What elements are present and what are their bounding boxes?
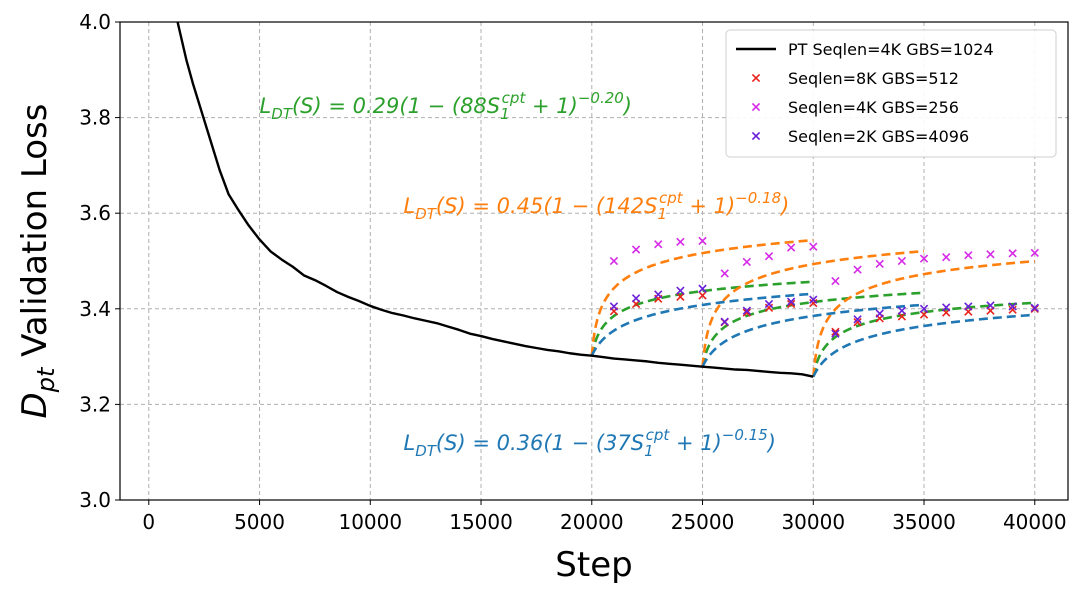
marker-red <box>1008 305 1017 314</box>
legend-swatch <box>751 131 761 141</box>
legend-box <box>725 29 1057 158</box>
y-tick-label: 3.4 <box>79 297 111 321</box>
fit-annotation-blue: LDT(S) = 0.36(1 − (37S1cpt + 1)−0.15) <box>404 426 776 460</box>
fit-curve-orange <box>811 259 1035 377</box>
marker-magenta <box>654 240 663 249</box>
marker-magenta <box>764 252 774 261</box>
x-tick-label: 0 <box>142 510 155 534</box>
y-tick-label: 3.2 <box>79 392 111 416</box>
marker-purple <box>676 286 685 295</box>
y-axis-ticks: 3.0 3.2 3.4 3.6 3.8 4.0 <box>79 10 120 512</box>
marker-purple <box>698 284 707 293</box>
marker-magenta <box>698 236 707 246</box>
marker-magenta <box>964 251 973 260</box>
marker-purple <box>742 306 751 315</box>
fit-curve-green <box>701 291 925 367</box>
marker-purple <box>831 329 840 338</box>
marker-red <box>809 298 818 308</box>
fit-annotations: LDT(S) = 0.29(1 − (88S1cpt + 1)−0.20) LDT… <box>260 89 790 460</box>
marker-purple <box>919 304 929 313</box>
legend-swatch <box>751 73 761 83</box>
x-tick-label: 40000 <box>1003 510 1067 534</box>
marker-purple <box>809 295 818 304</box>
legend: PT Seqlen=4K GBS=1024 Seqlen=8K GBS=512 Se… <box>725 29 1057 158</box>
fit-annotation-orange: LDT(S) = 0.45(1 − (142S1cpt + 1)−0.18) <box>404 189 790 223</box>
x-tick-label: 10000 <box>338 510 402 534</box>
marker-purple <box>609 302 619 311</box>
marker-magenta <box>742 257 751 267</box>
marker-purple <box>720 317 729 326</box>
x-axis-ticks: 0 5000 10000 15000 20000 25000 30000 35000 40000 <box>142 500 1067 534</box>
marker-red <box>698 291 707 300</box>
marker-red <box>831 327 840 336</box>
marker-purple <box>942 303 951 312</box>
marker-red <box>676 292 685 302</box>
pt-curve <box>176 22 814 378</box>
y-tick-label: 3.6 <box>79 201 111 225</box>
legend-label: Seqlen=2K GBS=4096 <box>788 127 969 146</box>
marker-purple <box>964 302 973 311</box>
marker-magenta <box>853 265 862 274</box>
x-tick-label: 35000 <box>892 510 956 534</box>
marker-magenta <box>786 243 796 252</box>
y-axis-label: Dpt Validation Loss <box>15 104 60 419</box>
legend-label: Seqlen=4K GBS=256 <box>788 98 959 117</box>
marker-series <box>609 236 1039 338</box>
marker-red <box>853 318 862 327</box>
x-tick-label: 20000 <box>560 510 624 534</box>
marker-purple <box>1008 302 1017 311</box>
y-tick-label: 4.0 <box>79 10 111 34</box>
legend-label: PT Seqlen=4K GBS=1024 <box>788 40 994 59</box>
fit-annotation-green: LDT(S) = 0.29(1 − (88S1cpt + 1)−0.20) <box>260 89 632 123</box>
legend-swatch <box>751 102 761 112</box>
marker-purple <box>897 306 907 315</box>
x-tick-label: 15000 <box>449 510 513 534</box>
marker-purple <box>631 294 641 303</box>
marker-magenta <box>919 254 929 263</box>
fit-curve-green <box>590 280 814 356</box>
x-tick-label: 25000 <box>671 510 735 534</box>
marker-magenta <box>897 256 907 266</box>
marker-purple <box>986 301 995 310</box>
marker-purple <box>853 315 862 324</box>
fit-curve-blue <box>590 292 814 357</box>
y-tick-label: 3.8 <box>79 106 111 130</box>
x-tick-label: 5000 <box>234 510 285 534</box>
marker-magenta <box>1030 248 1039 258</box>
marker-magenta <box>609 256 619 266</box>
fit-curve-blue <box>701 303 925 368</box>
plot-frame <box>119 21 1069 501</box>
marker-magenta <box>942 253 951 262</box>
legend-label: Seqlen=8K GBS=512 <box>788 69 959 88</box>
y-tick-label: 3.0 <box>79 488 111 512</box>
fit-curve-green <box>812 301 1035 377</box>
fit-curve-orange <box>590 238 814 356</box>
marker-purple <box>654 290 663 299</box>
marker-magenta <box>986 250 995 259</box>
marker-magenta <box>831 276 840 286</box>
pt-curve-group <box>176 22 814 378</box>
fit-curve-blue <box>812 313 1035 378</box>
fit-curve-orange <box>701 249 925 367</box>
marker-magenta <box>631 245 641 254</box>
marker-magenta <box>875 259 884 269</box>
plot-area <box>176 22 1039 378</box>
x-tick-label: 30000 <box>781 510 845 534</box>
marker-magenta <box>720 269 729 278</box>
x-axis-label: Step <box>555 545 632 585</box>
fit-curves <box>590 238 1035 378</box>
marker-purple <box>1030 303 1039 313</box>
marker-magenta <box>809 242 818 251</box>
marker-red <box>742 308 751 317</box>
marker-purple <box>875 309 884 318</box>
marker-magenta <box>676 237 685 247</box>
marker-purple <box>764 299 774 309</box>
marker-purple <box>786 297 796 306</box>
marker-magenta <box>1008 249 1017 258</box>
marker-red <box>786 299 796 309</box>
